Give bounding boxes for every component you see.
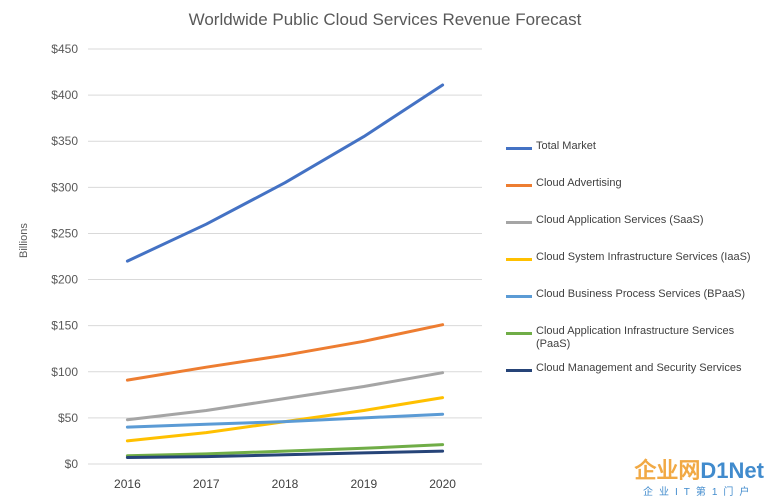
watermark-main: 企业网D1Net <box>634 459 764 483</box>
y-tick-label: $200 <box>51 273 78 287</box>
series-line <box>125 83 445 263</box>
series-line <box>125 323 445 382</box>
legend-label: Cloud System Infrastructure Services (Ia… <box>536 251 751 263</box>
legend-item: Cloud Advertising <box>506 177 766 190</box>
y-tick-label: $100 <box>51 365 78 379</box>
legend-swatch <box>506 332 532 335</box>
legend-item: Cloud Management and Security Services <box>506 362 766 375</box>
y-tick-label: $0 <box>65 457 79 471</box>
legend-item: Total Market <box>506 140 766 153</box>
legend-label: Cloud Advertising <box>536 177 622 189</box>
y-tick-label: $250 <box>51 226 78 240</box>
x-tick-label: 2017 <box>193 477 220 491</box>
y-tick-label: $400 <box>51 88 78 102</box>
y-tick-label: $350 <box>51 134 78 148</box>
legend-label: Cloud Management and Security Services <box>536 362 742 374</box>
y-tick-label: $150 <box>51 319 78 333</box>
legend-item: Cloud Business Process Services (BPaaS) <box>506 288 766 301</box>
legend-label: Total Market <box>536 140 596 152</box>
chart-title: Worldwide Public Cloud Services Revenue … <box>188 10 582 29</box>
y-tick-label: $450 <box>51 42 78 56</box>
legend-item: Cloud System Infrastructure Services (Ia… <box>506 251 766 264</box>
x-tick-label: 2020 <box>429 477 456 491</box>
y-tick-label: $50 <box>58 411 78 425</box>
series-lines <box>125 83 445 459</box>
legend-swatch <box>506 295 532 298</box>
series-line <box>125 396 445 443</box>
legend-swatch <box>506 369 532 372</box>
y-axis-label: Billions <box>18 223 30 258</box>
legend-label: Cloud Application Infrastructure Service… <box>536 325 735 350</box>
x-tick-label: 2019 <box>350 477 377 491</box>
y-axis-tick-labels: $0 $50 $100 $150 $200 $250 $300 $350 $400 $450 <box>51 42 78 471</box>
watermark-cn: 企业网 <box>634 458 701 483</box>
x-tick-label: 2016 <box>114 477 141 491</box>
legend-swatch <box>506 221 532 224</box>
series-line <box>125 371 445 422</box>
legend-label: Cloud Business Process Services (BPaaS) <box>536 288 746 300</box>
series-line <box>125 449 445 459</box>
legend-swatch <box>506 147 532 150</box>
watermark-logo: 企业网D1Net 企业IT第1门户 <box>634 459 764 499</box>
series-line <box>125 412 445 429</box>
x-axis-tick-labels: 2016 2017 2018 2019 2020 <box>114 477 456 491</box>
legend-label: Cloud Application Services (SaaS) <box>536 214 704 226</box>
watermark-sub: 企业IT第1门户 <box>642 487 756 498</box>
legend-swatch <box>506 258 532 261</box>
watermark-en: D1Net <box>700 458 764 483</box>
legend-item: Cloud Application Services (SaaS) <box>506 214 766 227</box>
series-line <box>125 443 445 458</box>
x-tick-label: 2018 <box>272 477 299 491</box>
legend-swatch <box>506 184 532 187</box>
y-tick-label: $300 <box>51 180 78 194</box>
legend-item: Cloud Application Infrastructure Service… <box>506 325 766 351</box>
